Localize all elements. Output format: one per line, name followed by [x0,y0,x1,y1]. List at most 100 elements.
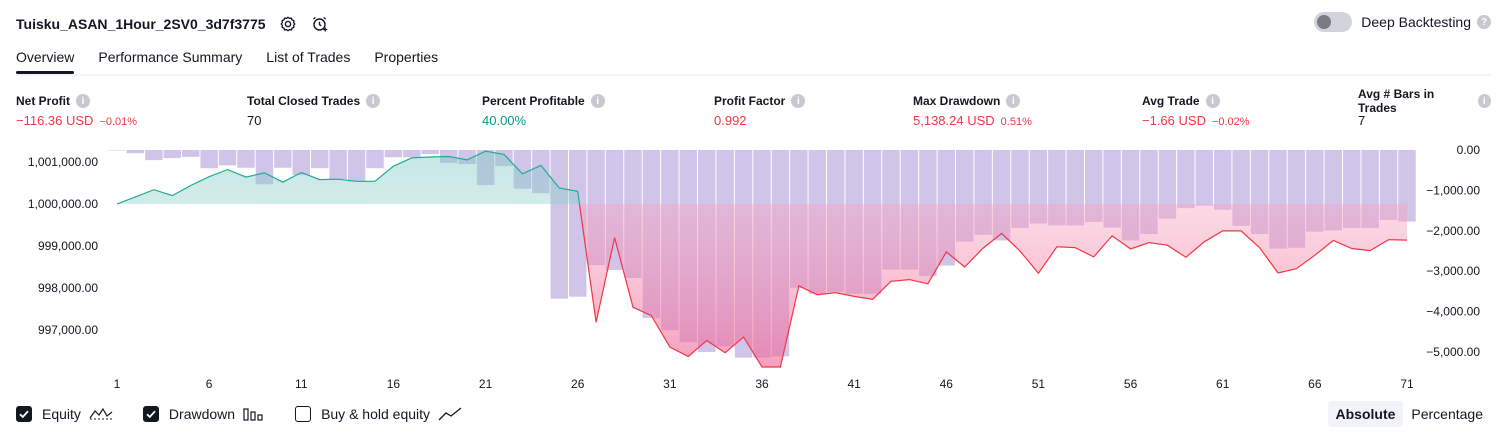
drawdown-checkbox[interactable] [142,406,159,422]
strategy-title: Tuisku_ASAN_1Hour_2SV0_3d7f3775 [16,16,266,32]
x-tick-label: 66 [1308,377,1322,391]
x-tick-label: 1 [114,377,121,391]
drawdown-bar [329,150,347,180]
x-tick-label: 11 [295,377,308,391]
deep-backtesting-control: Deep Backtesting ? [1314,12,1491,32]
right-tick-label: 0.00 [1457,143,1481,157]
drawdown-bar [163,150,181,159]
stat-max-drawdown: Max Drawdown i 5,138.24 USD 0.51% [913,92,1032,128]
stat-label: Avg # Bars in Trades [1358,87,1435,115]
x-tick-label: 41 [847,377,861,391]
x-tick-label: 36 [755,377,769,391]
right-tick-label: −3,000.00 [1426,264,1480,278]
drawdown-bar [384,150,403,158]
drawdown-bar [1177,150,1195,209]
deep-backtesting-toggle[interactable] [1314,12,1353,32]
tab-overview[interactable]: Overview [16,46,75,74]
legend-buy-hold[interactable]: Buy & hold equity [295,406,462,422]
drawdown-bar [347,150,366,182]
x-tick-label: 26 [571,377,585,391]
tab-bar: Overview Performance Summary List of Tra… [16,46,1491,76]
trend-line-icon [438,406,462,422]
buy-hold-checkbox[interactable] [295,406,312,422]
x-tick-label: 51 [1032,377,1046,391]
drawdown-bar [108,150,126,151]
stat-value: 0.992 [714,113,747,128]
drawdown-bar [1214,150,1232,210]
drawdown-bar [292,150,310,176]
strategy-header: Tuisku_ASAN_1Hour_2SV0_3d7f3775 [16,12,330,36]
drawdown-bar [421,150,439,155]
stat-value: 5,138.24 USD [913,113,995,128]
drawdown-bar [1195,150,1213,206]
right-tick-label: −5,000.00 [1426,345,1480,359]
toggle-knob [1317,15,1332,29]
equity-line-icon [89,406,113,422]
stat-value: 7 [1358,113,1366,128]
drawdown-bar [1158,150,1177,219]
info-icon[interactable]: i [1477,94,1491,108]
left-tick-label: 997,000.00 [38,323,98,337]
info-icon[interactable]: i [76,94,90,108]
x-tick-label: 46 [940,377,954,391]
settings-gear-icon[interactable] [278,14,298,34]
left-tick-label: 999,000.00 [38,239,98,253]
equity-fill-loss [117,204,1407,367]
add-alert-icon[interactable] [310,14,330,34]
stat-value: 40.00% [482,113,527,128]
equity-fill-profit [117,151,1407,204]
info-icon[interactable]: i [791,94,806,108]
equity-line [116,150,1408,368]
drawdown-bar [550,150,568,299]
stat-label: Percent Profitable [482,94,585,108]
right-tick-label: −2,000.00 [1426,224,1480,238]
info-icon[interactable]: i [366,94,381,108]
tab-list-of-trades[interactable]: List of Trades [266,49,351,65]
tab-properties[interactable]: Properties [374,49,439,65]
equity-checkbox[interactable] [16,406,32,422]
stat-sub-value: −0.02% [1211,116,1250,128]
tab-performance-summary[interactable]: Performance Summary [98,49,243,65]
equity-line-loss [117,204,1408,368]
equity-drawdown-chart[interactable]: 1,001,000.00 1,000,000.00 999,000.00 998,00… [0,140,1507,400]
drawdown-bar [366,150,384,169]
help-icon[interactable]: ? [1477,15,1491,29]
legend-buy-hold-label: Buy & hold equity [321,406,431,422]
stat-label: Profit Factor [714,94,786,108]
right-tick-label: −4,000.00 [1426,305,1480,319]
stat-label: Max Drawdown [913,94,1001,108]
stat-label: Net Profit [16,94,70,108]
drawdown-bar [569,150,587,297]
drawdown-bar [200,150,218,169]
x-tick-label: 21 [479,377,493,391]
stat-label: Total Closed Trades [247,94,361,108]
percentage-mode-button[interactable]: Percentage [1411,406,1483,422]
stat-avg-bars-in-trades: Avg # Bars in Trades i 7 [1358,87,1491,128]
legend-equity[interactable]: Equity [16,406,113,422]
absolute-mode-button[interactable]: Absolute [1327,401,1404,427]
drawdown-bar [274,150,292,168]
left-tick-label: 998,000.00 [38,281,98,295]
x-tick-label: 16 [387,377,401,391]
stat-net-profit: Net Profit i −116.36 USD −0.01% [16,92,137,128]
stat-value: 70 [247,113,262,128]
drawdown-bar [182,150,200,157]
drawdown-bar [1085,150,1103,222]
x-axis: 1 6 11 16 21 26 31 36 41 46 51 56 61 66 71 [114,377,1414,391]
legend-equity-label: Equity [42,406,81,422]
left-axis: 1,001,000.00 1,000,000.00 999,000.00 998,00… [28,155,98,337]
stat-value: −116.36 USD [16,113,94,128]
drawdown-bar [237,150,255,168]
stat-value: −1.66 USD [1142,113,1206,128]
legend-drawdown[interactable]: Drawdown [142,406,265,422]
info-icon[interactable]: i [590,94,605,108]
drawdown-bar [218,150,237,166]
info-icon[interactable]: i [1205,94,1220,108]
drawdown-bar [126,150,145,154]
info-icon[interactable]: i [1006,94,1021,108]
drawdown-bars-icon [243,406,265,422]
x-tick-label: 61 [1216,377,1230,391]
mode-switch: Absolute Percentage [1327,401,1492,427]
stat-total-closed-trades: Total Closed Trades i 70 [247,92,381,128]
drawdown-bar [311,150,329,169]
